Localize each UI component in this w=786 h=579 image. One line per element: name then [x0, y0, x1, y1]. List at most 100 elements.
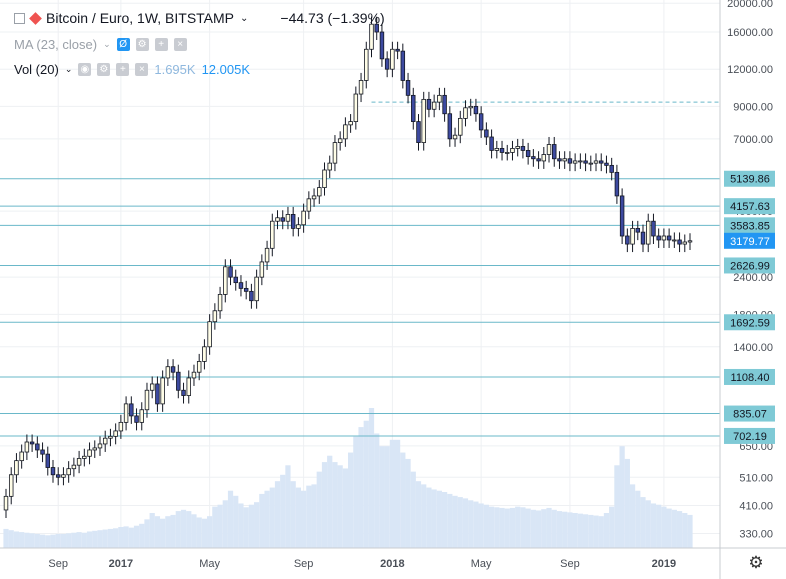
candle-down — [181, 389, 186, 396]
candle-down — [416, 121, 421, 143]
horizontal-levels — [0, 101, 720, 437]
symbol-legend[interactable]: Bitcoin / Euro, 1W, BITSTAMP ⌄ −44.73 (−… — [14, 10, 385, 26]
volume-label[interactable]: Vol (20) — [14, 62, 59, 77]
plus-icon[interactable]: + — [154, 38, 168, 51]
volume-bar — [212, 506, 218, 548]
candle-down — [405, 80, 411, 96]
x-tick-label: May — [199, 558, 220, 570]
volume-bar — [494, 507, 500, 548]
y-tick-label: 9000.00 — [733, 101, 773, 113]
level-label: 1108.40 — [731, 372, 770, 384]
volume-bar — [34, 534, 40, 548]
volume-bar — [165, 516, 171, 548]
volume-bar — [572, 513, 578, 548]
volume-bar — [394, 439, 401, 548]
candle-up — [87, 449, 92, 457]
volume-bar — [102, 529, 108, 548]
volume-bar — [562, 511, 568, 548]
chevron-down-icon[interactable]: ⌄ — [240, 12, 249, 24]
volume-bar — [154, 516, 161, 548]
volume-bar — [588, 514, 594, 548]
candle-down — [625, 235, 630, 245]
close-icon[interactable]: × — [135, 63, 149, 76]
chevron-down-icon[interactable]: ⌄ — [64, 64, 73, 74]
candle-up — [327, 162, 332, 171]
candle-down — [55, 474, 61, 478]
candle-up — [421, 98, 426, 143]
volume-bar — [92, 530, 98, 548]
symbol-title[interactable]: Bitcoin / Euro, 1W, BITSTAMP — [46, 10, 235, 26]
level-label-bg — [724, 198, 775, 215]
candle-up — [672, 239, 677, 242]
candle-up — [102, 437, 108, 445]
volume-bar — [39, 534, 46, 548]
volume-bar — [327, 455, 333, 548]
volume-bar — [222, 500, 228, 548]
volume-bar — [149, 513, 155, 548]
chevron-down-icon[interactable]: ⌄ — [103, 39, 111, 49]
volume-bar — [66, 533, 72, 548]
settings-icon[interactable]: ⚙ — [135, 38, 149, 51]
volume-bar — [603, 513, 610, 548]
volume-bar — [217, 504, 223, 548]
volume-bar — [248, 504, 255, 548]
candle-up — [270, 220, 275, 249]
exchange-logo-icon — [29, 11, 42, 25]
volume-value: 1.695K — [154, 62, 196, 77]
candle-down — [473, 105, 479, 115]
visibility-toggle-icon[interactable]: Ø — [116, 38, 130, 51]
volume-bar — [3, 528, 9, 548]
level-label-bg — [724, 405, 775, 422]
price-change: −44.73 (−1.39%) — [280, 10, 385, 26]
settings-icon[interactable]: ⚙ — [97, 63, 111, 76]
x-tick-label: May — [471, 558, 492, 570]
candle-down — [280, 217, 285, 222]
volume-bar — [666, 508, 672, 548]
candle-up — [458, 117, 463, 136]
candle-up — [144, 389, 150, 411]
candle-up — [343, 124, 348, 140]
volume-bar — [671, 509, 677, 548]
eye-icon[interactable]: ◉ — [78, 63, 92, 76]
volume-bar — [113, 528, 119, 548]
level-label: 835.07 — [733, 409, 767, 421]
candle-up — [123, 403, 129, 423]
candle-up — [546, 144, 552, 155]
candle-up — [223, 266, 228, 295]
volume-bar — [656, 504, 662, 548]
plus-icon[interactable]: + — [116, 63, 130, 76]
candle-up — [311, 195, 317, 200]
x-tick-label: 2019 — [652, 558, 676, 570]
volume-bar — [227, 490, 234, 548]
volume-bar — [8, 530, 14, 548]
volume-legend[interactable]: Vol (20) ⌄ ◉ ⚙ + × 1.695K 12.005K — [14, 62, 250, 77]
ma-legend[interactable]: MA (23, close) ⌄ Ø ⚙ + × — [14, 37, 187, 52]
volume-bar — [243, 507, 249, 548]
candle-down — [525, 150, 531, 158]
candle-up — [463, 107, 468, 119]
volume-bar — [269, 487, 275, 548]
volume-bar — [13, 531, 20, 548]
y-tick-label: 20000.00 — [727, 0, 773, 10]
candle-up — [160, 377, 165, 405]
volume-bar — [301, 490, 307, 548]
candle-up — [682, 241, 688, 245]
candle-up — [572, 160, 578, 164]
volume-bar — [415, 481, 422, 548]
gear-icon[interactable]: ⚙ — [748, 553, 764, 572]
volume-bar — [306, 485, 312, 548]
volume-bar — [342, 468, 348, 548]
collapse-icon[interactable] — [14, 12, 25, 24]
volume-bar — [515, 506, 521, 548]
volume-bar — [233, 495, 239, 548]
candle-down — [238, 282, 244, 289]
candle-down — [520, 146, 526, 151]
candle-down — [599, 160, 604, 164]
ma-label[interactable]: MA (23, close) — [14, 37, 98, 52]
volume-bar — [133, 525, 140, 548]
candle-up — [348, 121, 353, 126]
level-label-bg — [724, 257, 775, 274]
volume-bar — [582, 514, 589, 548]
close-icon[interactable]: × — [173, 38, 187, 51]
